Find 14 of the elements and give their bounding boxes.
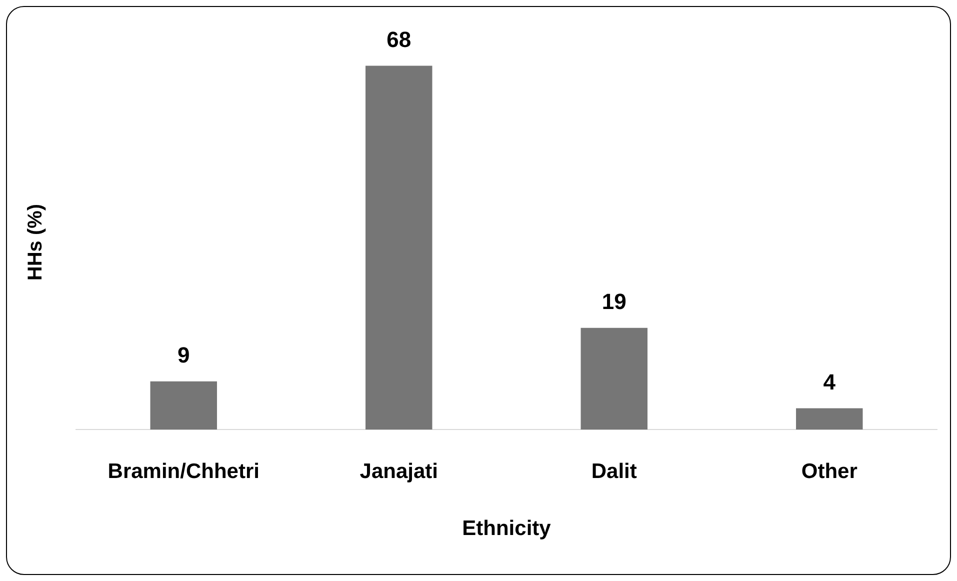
- data-label: 68: [386, 26, 412, 52]
- bar: [150, 381, 217, 430]
- bar: [796, 408, 863, 430]
- x-tick-label: Janajati: [360, 460, 438, 483]
- y-axis-title: HHs (%): [24, 204, 47, 281]
- x-tick-label: Other: [801, 460, 858, 483]
- x-tick-label: Dalit: [591, 460, 637, 483]
- x-axis-title: Ethnicity: [462, 517, 552, 540]
- data-label: 4: [823, 369, 836, 394]
- data-label: 19: [602, 288, 626, 314]
- data-label: 9: [178, 342, 190, 368]
- bar: [580, 328, 648, 430]
- bar: [366, 66, 432, 430]
- x-tick-label: Bramin/Chhetri: [108, 460, 260, 483]
